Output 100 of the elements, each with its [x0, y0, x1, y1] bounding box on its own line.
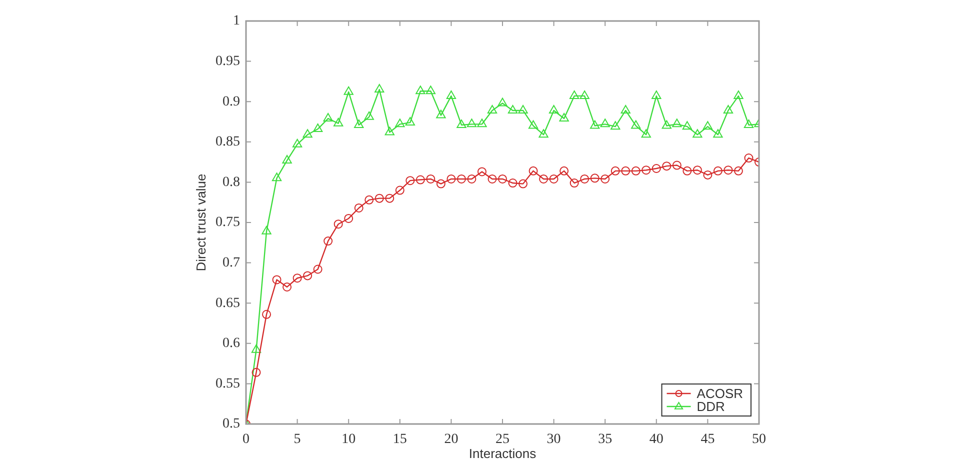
point [518, 179, 528, 188]
point [580, 90, 590, 99]
point [631, 166, 640, 176]
point [282, 154, 292, 164]
point [610, 121, 620, 130]
point [487, 104, 498, 114]
point [334, 220, 343, 229]
y-tick-label: 0.95 [216, 54, 240, 69]
point [272, 275, 282, 284]
point [426, 86, 436, 94]
point [416, 175, 425, 184]
point [498, 174, 507, 184]
point [549, 174, 558, 184]
point [662, 162, 672, 171]
point [262, 310, 272, 319]
point [652, 164, 661, 173]
legend-label: DDR [696, 399, 725, 414]
point [672, 118, 682, 128]
y-tick-label: 0.5 [222, 416, 240, 432]
x-tick-label: 20 [444, 432, 458, 448]
point [446, 90, 456, 99]
point [570, 178, 579, 188]
point [374, 194, 384, 203]
point [569, 90, 580, 99]
point [672, 160, 682, 170]
point [539, 174, 548, 184]
point [282, 282, 292, 292]
point [744, 154, 754, 163]
point [302, 129, 312, 138]
point [354, 203, 364, 212]
point [364, 111, 374, 120]
point [610, 166, 620, 176]
legend-label: ACOSR [696, 386, 744, 402]
point [600, 174, 610, 184]
point [323, 113, 333, 122]
point [292, 274, 302, 283]
point [621, 166, 630, 176]
x-tick-label: 0 [242, 432, 250, 448]
point [508, 178, 518, 188]
point [406, 176, 415, 186]
point [744, 119, 754, 128]
point [600, 118, 610, 128]
y-tick-label: 0.6 [222, 336, 240, 352]
y-tick-label: 0.7 [222, 255, 240, 270]
point [734, 166, 743, 176]
point [292, 138, 302, 148]
point [467, 174, 476, 184]
point [385, 194, 394, 203]
point [364, 195, 374, 204]
y-tick-label: 1 [233, 14, 240, 29]
point [477, 118, 487, 128]
x-tick-label: 50 [752, 432, 766, 448]
point [682, 166, 692, 176]
point [713, 166, 722, 176]
y-axis-title: Direct trust value [193, 174, 208, 272]
point [477, 167, 486, 176]
point [642, 166, 651, 175]
point [436, 179, 446, 188]
point [334, 118, 344, 126]
point [344, 214, 354, 223]
point [682, 121, 692, 130]
point [548, 104, 559, 114]
point [395, 118, 405, 128]
point [692, 166, 702, 175]
y-tick-label: 0.9 [222, 94, 240, 110]
point [426, 174, 436, 184]
x-tick-label: 25 [496, 432, 510, 448]
point [395, 186, 404, 195]
point [354, 119, 364, 128]
point [498, 98, 508, 106]
point [466, 118, 477, 128]
point [456, 174, 466, 184]
point [713, 129, 723, 138]
x-tick-label: 35 [598, 432, 612, 448]
point [405, 117, 415, 126]
point [324, 236, 333, 246]
x-tick-label: 10 [342, 432, 356, 448]
point [580, 174, 590, 184]
y-tick-label: 0.85 [216, 134, 240, 150]
x-tick-label: 30 [546, 432, 561, 448]
y-tick-label: 0.65 [216, 296, 240, 311]
point [313, 264, 322, 274]
point [262, 226, 272, 234]
point [508, 104, 518, 114]
x-tick-label: 45 [700, 432, 715, 448]
point [692, 129, 702, 138]
point [734, 90, 744, 99]
point [652, 90, 662, 99]
point [488, 174, 497, 184]
point [559, 113, 569, 122]
point [518, 104, 528, 114]
point [560, 166, 569, 176]
point [724, 166, 733, 175]
point [436, 110, 446, 118]
x-tick-label: 5 [294, 432, 301, 448]
point [662, 120, 672, 129]
point [456, 119, 466, 128]
point [384, 126, 394, 136]
point [590, 174, 600, 183]
point [528, 166, 538, 176]
